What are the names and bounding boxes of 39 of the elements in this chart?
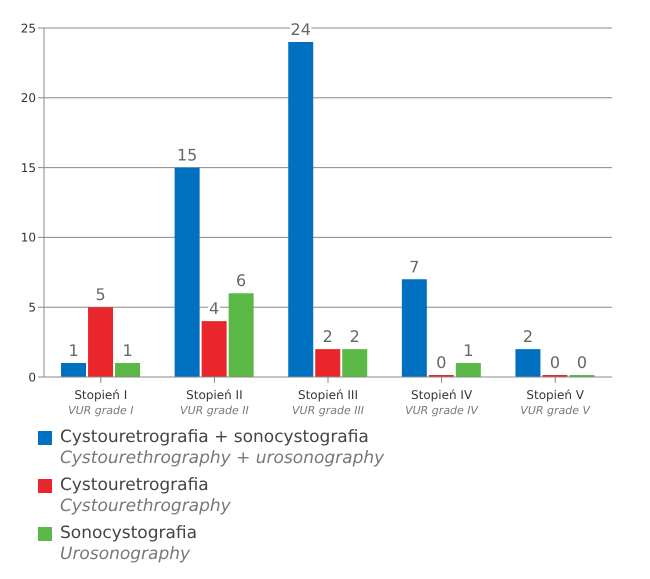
data-label: 1: [68, 341, 79, 360]
x-tick-label: Stopień V VUR grade V: [520, 388, 592, 417]
bar: [174, 168, 200, 377]
x-tick-label: Stopień III VUR grade III: [292, 388, 364, 417]
bar: [228, 293, 254, 377]
y-tick-label: 15: [20, 160, 36, 175]
data-label: 1: [122, 341, 133, 360]
bar: [115, 363, 140, 377]
data-label: 6: [236, 271, 246, 290]
bar: [315, 349, 340, 377]
data-label: 1: [463, 341, 474, 360]
data-label: 5: [95, 285, 106, 304]
x-tick-label: Stopień I VUR grade I: [68, 388, 134, 417]
y-tick-label: 25: [20, 21, 36, 36]
legend-label: Cystouretrografia + sonocystografia Cystourethrography + urosonography: [60, 427, 384, 469]
y-tick-label: 20: [20, 91, 36, 106]
legend-label: Cystouretrografia Cystourethrography: [60, 475, 231, 517]
bar: [61, 363, 86, 377]
data-label: 0: [576, 353, 588, 372]
data-label: 0: [550, 353, 560, 372]
data-label: 0: [436, 353, 446, 372]
bar: [342, 349, 368, 377]
bar: [402, 279, 427, 377]
bar: [456, 363, 481, 377]
bar: [88, 307, 114, 377]
bar: [515, 349, 540, 377]
data-label: 2: [322, 327, 333, 346]
data-label: 2: [522, 327, 534, 346]
data-label: 7: [409, 257, 420, 276]
x-tick-label: Stopień IV VUR grade IV: [405, 388, 480, 417]
y-tick-label: 10: [20, 230, 36, 245]
bar: [288, 42, 314, 377]
data-label: 15: [176, 146, 198, 165]
data-label: 2: [350, 327, 360, 346]
bar: [202, 321, 227, 377]
x-tick-label: Stopień II VUR grade II: [180, 388, 249, 417]
y-tick-label: 0: [28, 370, 36, 384]
y-tick-label: 5: [28, 300, 36, 314]
legend-label: Sonocystografia Urosonography: [60, 523, 198, 565]
